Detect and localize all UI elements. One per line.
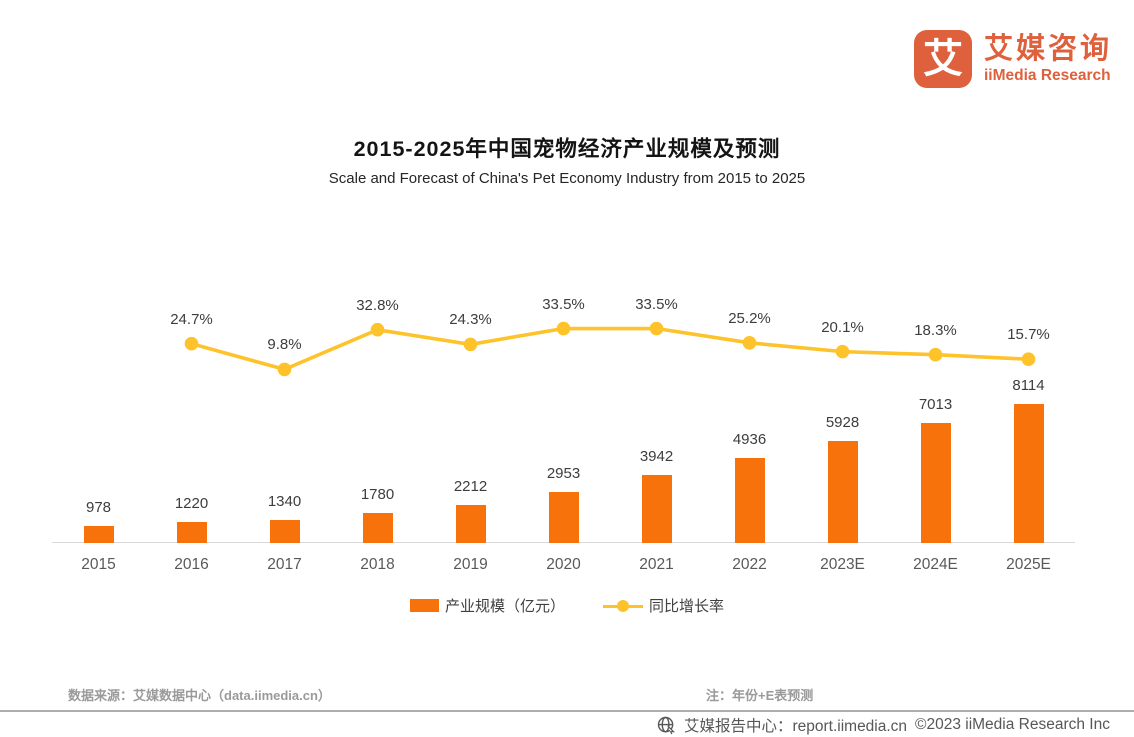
- brand-name-en: iiMedia Research: [983, 66, 1111, 84]
- bar-value-label: 7013: [918, 395, 953, 413]
- line-point: [928, 347, 943, 362]
- line-point: [556, 321, 571, 336]
- bar-2017: [269, 520, 300, 543]
- x-axis-label-2019: 2019: [453, 556, 488, 573]
- x-axis-label-2024E: 2024E: [913, 556, 958, 573]
- bar-value-label: 2953: [546, 465, 581, 483]
- x-axis-label-2015: 2015: [81, 556, 116, 573]
- legend-item-industry-scale: 产业规模（亿元）: [409, 595, 565, 616]
- line-point: [742, 336, 757, 350]
- bar-2015: [83, 526, 114, 543]
- copyright-text: ©2023 iiMedia Research Inc: [915, 716, 1110, 733]
- page-subtitle: Scale and Forecast of China's Pet Econom…: [328, 170, 806, 187]
- bar-value-label: 3942: [639, 448, 674, 466]
- line-point: [184, 336, 199, 351]
- bar-2024E: [920, 422, 951, 543]
- legend-label: 同比增长率: [649, 598, 725, 615]
- globe-cursor-icon: [656, 715, 676, 735]
- growth-rate-label: 33.5%: [635, 295, 678, 313]
- bar-value-label: 978: [85, 499, 112, 517]
- report-center-link[interactable]: 艾媒报告中心：report.iimedia.cn: [683, 718, 908, 735]
- x-axis-label-2022: 2022: [732, 556, 767, 573]
- bar-value-label: 5928: [825, 414, 860, 432]
- x-axis-label-2021: 2021: [639, 556, 674, 573]
- bar-2023E: [827, 441, 858, 543]
- bar-2016: [176, 522, 207, 543]
- page-title: 2015-2025年中国宠物经济产业规模及预测: [353, 137, 781, 161]
- line-point: [370, 322, 385, 337]
- forecast-note: 注：年份+E表预测: [706, 688, 814, 703]
- x-axis-label-2025E: 2025E: [1006, 556, 1051, 573]
- x-axis-label-2023E: 2023E: [820, 556, 865, 573]
- growth-rate-label: 20.1%: [821, 318, 864, 336]
- x-axis-label-2017: 2017: [267, 556, 302, 573]
- line-point: [1021, 352, 1036, 367]
- growth-rate-label: 9.8%: [267, 336, 302, 354]
- bar-value-label: 1340: [267, 493, 302, 511]
- bar-value-label: 2212: [453, 478, 488, 496]
- growth-rate-label: 24.3%: [449, 311, 492, 329]
- growth-rate-label: 25.2%: [728, 309, 771, 327]
- bar-2022: [734, 458, 765, 543]
- footer-divider: [0, 710, 1134, 712]
- growth-rate-label: 15.7%: [1007, 326, 1050, 344]
- x-axis-label-2020: 2020: [546, 556, 581, 573]
- bar-value-label: 1220: [174, 495, 209, 513]
- x-axis-label-2016: 2016: [174, 556, 209, 573]
- brand-name-cn: 艾媒咨询: [983, 33, 1112, 66]
- growth-rate-label: 32.8%: [356, 296, 399, 314]
- line-point: [463, 337, 478, 352]
- legend-item-growth-rate: 同比增长率: [603, 595, 724, 616]
- bar-value-label: 1780: [360, 485, 395, 503]
- legend-label: 产业规模（亿元）: [444, 598, 565, 615]
- bar-2025E: [1013, 404, 1044, 543]
- line-swatch-icon: [603, 599, 643, 613]
- bar-2020: [548, 492, 579, 543]
- growth-rate-label: 18.3%: [914, 321, 957, 339]
- growth-rate-label: 33.5%: [542, 295, 585, 313]
- line-point: [835, 344, 850, 359]
- chart-legend: 产业规模（亿元） 同比增长率: [0, 595, 1134, 616]
- brand-logo: 艾 艾媒咨询 iiMedia Research: [913, 30, 1112, 88]
- bar-2018: [362, 512, 393, 543]
- line-point: [649, 321, 664, 336]
- bar-2019: [455, 505, 486, 543]
- bar-value-label: 4936: [732, 431, 767, 449]
- bar-swatch-icon: [409, 599, 439, 612]
- x-axis-label-2018: 2018: [360, 556, 395, 573]
- footer-bar: 艾媒报告中心：report.iimedia.cn ©2023 iiMedia R…: [656, 714, 1110, 736]
- data-source-note: 数据来源：艾媒数据中心（data.iimedia.cn）: [68, 688, 331, 703]
- growth-rate-label: 24.7%: [170, 310, 213, 328]
- line-point: [277, 362, 292, 377]
- brand-logo-icon: 艾: [913, 30, 972, 88]
- bar-2021: [641, 475, 672, 543]
- bar-value-label: 8114: [1012, 377, 1045, 394]
